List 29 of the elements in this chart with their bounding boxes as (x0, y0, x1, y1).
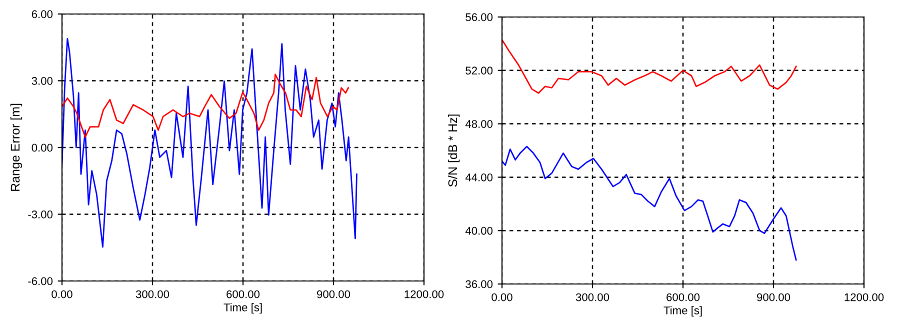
y-tick-label: -6.00 (28, 277, 53, 286)
y-tick-label: 0.00 (32, 144, 53, 152)
y-tick-label: 56.00 (466, 13, 493, 22)
x-tick-label: 300.00 (136, 290, 170, 298)
x-tick-label: 0.00 (52, 290, 72, 298)
y-tick-label: 36.00 (466, 280, 493, 288)
x-tick-label: 600.00 (226, 290, 260, 298)
line-series (502, 146, 797, 261)
line-series (62, 74, 349, 138)
y-axis-title: S/N [dB * Hz] (448, 114, 460, 187)
line-series (502, 39, 797, 94)
x-tick-label: 0.00 (492, 293, 512, 302)
y-tick-label: 6.00 (32, 10, 53, 18)
x-tick-label: 900.00 (317, 290, 350, 298)
x-axis-title: Time [s] (224, 303, 262, 314)
x-tick-label: 1200.00 (844, 293, 884, 302)
x-tick-label: 900.00 (757, 293, 790, 302)
x-tick-label: 1200.00 (404, 290, 444, 298)
y-tick-label: 48.00 (465, 120, 493, 128)
y-tick-label: 44.00 (465, 173, 493, 182)
y-tick-label: -3.00 (28, 210, 53, 218)
x-axis-title: Time [s] (664, 306, 702, 317)
line-series (62, 38, 358, 248)
y-axis-title: Range Error [m] (10, 104, 22, 191)
x-tick-label: 300.00 (576, 293, 610, 302)
y-tick-label: 40.00 (465, 226, 493, 235)
x-tick-label: 600.00 (666, 293, 700, 302)
y-tick-label: 52.00 (466, 66, 493, 75)
y-tick-label: 3.00 (32, 77, 53, 85)
